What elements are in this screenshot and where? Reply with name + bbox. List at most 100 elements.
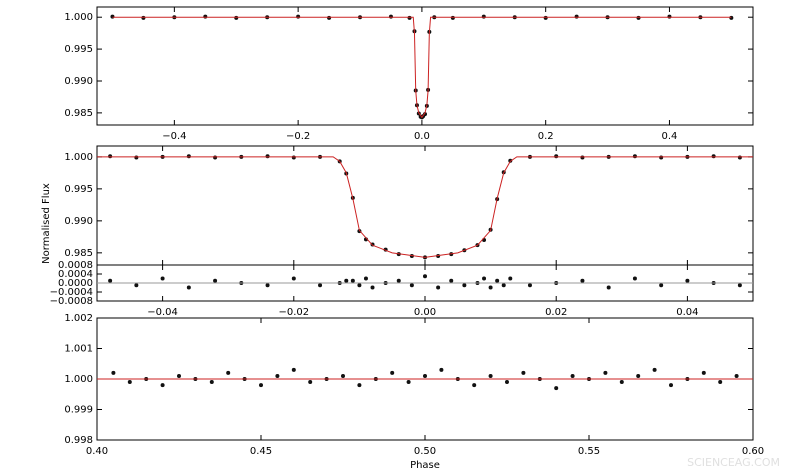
x-tick-label: 0.60 — [742, 446, 764, 457]
y-tick-label: 0.985 — [64, 248, 93, 259]
x-tick-label: 0.40 — [86, 446, 108, 457]
y-tick-label: 0.0008 — [58, 260, 93, 271]
data-point — [521, 370, 526, 375]
data-point — [659, 283, 664, 288]
data-point — [160, 383, 165, 388]
data-point — [472, 383, 477, 388]
data-point — [134, 283, 139, 288]
plot-frame — [96, 145, 754, 266]
data-point — [327, 15, 332, 20]
model-line — [112, 16, 732, 119]
data-point — [488, 373, 493, 378]
data-point — [160, 276, 165, 281]
data-point — [108, 278, 113, 283]
data-point — [388, 14, 393, 19]
data-point — [508, 158, 513, 163]
y-tick-label: 0.999 — [64, 405, 93, 416]
data-point — [619, 380, 624, 385]
data-point — [234, 15, 239, 20]
data-point — [265, 154, 270, 159]
y-tick-label: 1.002 — [64, 313, 93, 324]
data-point — [110, 14, 115, 19]
data-point — [127, 380, 132, 385]
data-point — [186, 285, 191, 290]
data-point — [396, 278, 401, 283]
x-tick-label: 0.0 — [414, 131, 430, 142]
data-point — [275, 373, 280, 378]
data-point — [291, 367, 296, 372]
data-point — [390, 370, 395, 375]
data-point — [213, 278, 218, 283]
data-point — [488, 285, 493, 290]
data-point — [111, 370, 116, 375]
data-point — [407, 15, 412, 20]
data-point — [527, 283, 532, 288]
data-point — [350, 278, 355, 283]
y-tick-label: 1.000 — [64, 12, 93, 23]
x-tick-label: −0.04 — [147, 307, 178, 318]
data-point — [291, 155, 296, 160]
data-point — [737, 155, 742, 160]
y-tick-label: 1.000 — [64, 374, 93, 385]
data-point — [667, 14, 672, 19]
x-tick-label: 0.04 — [676, 307, 698, 318]
x-tick-label: −0.2 — [286, 131, 310, 142]
y-tick-label: 0.0004 — [58, 269, 93, 280]
data-point — [734, 373, 739, 378]
x-tick-label: 0.4 — [661, 131, 677, 142]
data-point — [632, 154, 637, 159]
data-point — [439, 367, 444, 372]
data-point — [436, 285, 441, 290]
x-tick-label: 0.45 — [250, 446, 272, 457]
model-line — [97, 156, 753, 258]
data-point — [603, 370, 608, 375]
data-point — [423, 373, 427, 378]
data-point — [632, 276, 637, 281]
x-tick-label: 0.2 — [538, 131, 554, 142]
data-point — [729, 15, 734, 20]
data-point — [409, 283, 414, 288]
y-tick-label: −0.0008 — [50, 296, 93, 307]
data-point — [659, 155, 664, 160]
x-tick-label: −0.4 — [162, 131, 186, 142]
data-point — [213, 155, 218, 160]
x-axis-label: Phase — [410, 460, 440, 471]
data-point — [606, 285, 611, 290]
y-tick-label: 0.998 — [64, 435, 93, 446]
data-point — [341, 373, 345, 378]
data-point — [543, 15, 548, 20]
data-point — [636, 373, 641, 378]
data-point — [580, 155, 585, 160]
data-point — [226, 370, 231, 375]
data-point — [701, 370, 706, 375]
data-point — [357, 283, 362, 288]
data-point — [505, 380, 509, 385]
y-tick-label: 0.990 — [64, 76, 93, 87]
data-point — [177, 373, 181, 378]
data-point — [265, 283, 270, 288]
data-point — [186, 154, 191, 159]
x-tick-label: 0.55 — [578, 446, 600, 457]
data-point — [450, 15, 455, 20]
data-point — [357, 383, 362, 388]
data-point — [482, 276, 487, 281]
plot-frame — [96, 6, 754, 126]
y-tick-label: 1.000 — [64, 152, 93, 163]
data-point — [308, 380, 313, 385]
data-point — [508, 276, 513, 281]
data-point — [669, 383, 673, 388]
x-tick-label: 0.00 — [414, 307, 436, 318]
data-point — [501, 283, 506, 288]
y-tick-label: −0.0004 — [50, 287, 93, 298]
data-point — [481, 14, 486, 19]
data-point — [449, 278, 454, 283]
data-point — [318, 283, 323, 288]
data-point — [134, 155, 139, 160]
y-tick-label: 0.995 — [64, 184, 93, 195]
watermark: SCIENCEAG.COM — [687, 456, 780, 469]
x-tick-label: 0.50 — [414, 446, 436, 457]
data-point — [370, 285, 375, 290]
data-point — [554, 154, 559, 159]
data-point — [108, 154, 113, 159]
